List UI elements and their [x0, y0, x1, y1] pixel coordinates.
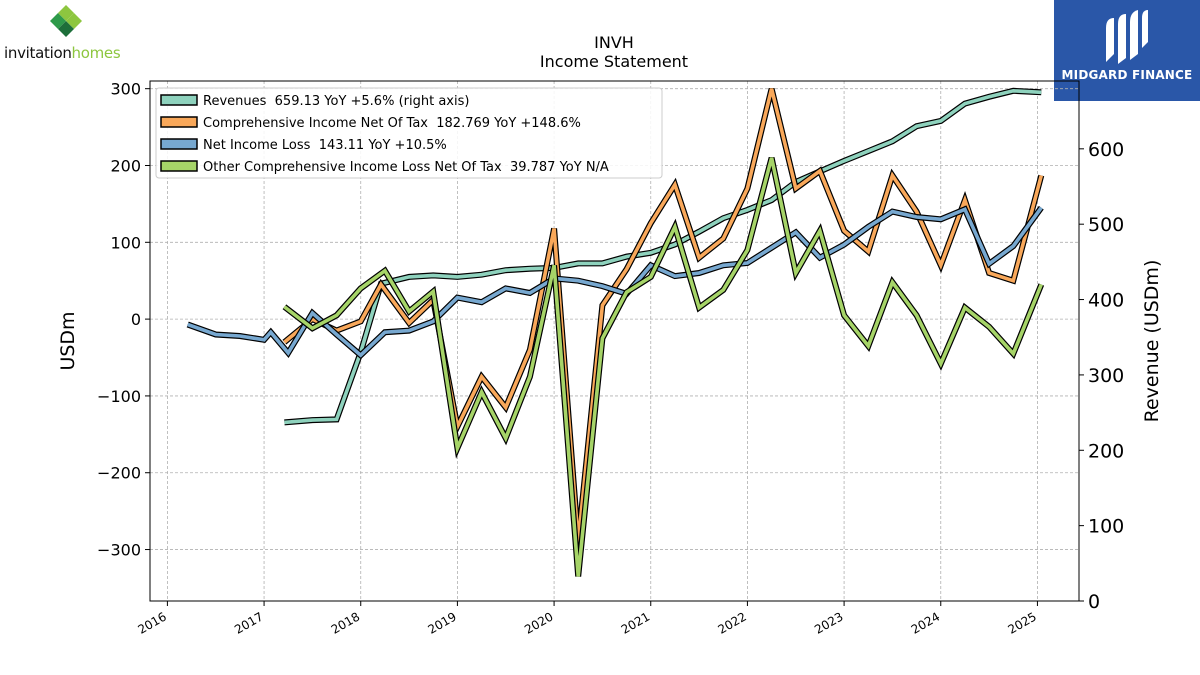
y2-tick-label: 600	[1088, 139, 1124, 161]
series-line	[187, 206, 1043, 358]
x-tick-label-2021: 2021	[619, 609, 652, 636]
midgard-mark-icon	[1106, 10, 1148, 64]
brand-name: invitationhomes	[4, 44, 121, 62]
legend-box	[155, 87, 663, 179]
y-axis-label: USDm	[57, 311, 79, 370]
chart-subtitle: Income Statement	[540, 52, 688, 71]
legend-swatch	[160, 94, 198, 106]
legend-label: Comprehensive Income Net Of Tax 182.769 …	[203, 116, 581, 131]
x-tick-label-2023: 2023	[812, 609, 845, 636]
y2-tick-label: 300	[1088, 365, 1124, 387]
y-tick-label: 300	[110, 80, 141, 99]
y2-axis-label: Revenue (USDm)	[1141, 260, 1163, 423]
x-tick-label-2017: 2017	[232, 609, 265, 636]
legend-label: Revenues 659.13 YoY +5.6% (right axis)	[203, 94, 469, 109]
diamond-logo-icon	[50, 5, 82, 37]
legend: Revenues 659.13 YoY +5.6% (right axis) Co…	[155, 87, 663, 179]
midgard-finance-logo: MIDGARD FINANCE	[1054, 0, 1200, 101]
x-tick-label-2024: 2024	[909, 609, 942, 636]
legend-label: Other Comprehensive Income Loss Net Of T…	[203, 160, 609, 175]
y-tick-label: −300	[97, 541, 141, 560]
invitation-homes-logo: invitationhomes	[4, 4, 134, 64]
series-3	[282, 157, 1045, 577]
y2-tick-label: 0	[1088, 591, 1100, 613]
y-tick-label: −200	[97, 464, 141, 483]
x-tick-label-2022: 2022	[715, 609, 748, 636]
series-1	[282, 87, 1045, 543]
y-tick-label: −100	[97, 387, 141, 406]
y2-tick-label: 100	[1088, 516, 1124, 538]
legend-swatch	[160, 138, 198, 150]
plot-frame	[149, 80, 1080, 602]
midgard-finance-label: MIDGARD FINANCE	[1061, 68, 1193, 82]
y2-tick-label: 400	[1088, 290, 1124, 312]
legend-swatch	[160, 116, 198, 128]
y-tick-label: 0	[131, 310, 141, 329]
y2-tick-label: 500	[1088, 214, 1124, 236]
legend-label: Net Income Loss 143.11 YoY +10.5%	[203, 138, 447, 153]
series-2	[186, 205, 1044, 360]
x-tick-label-2018: 2018	[329, 609, 362, 636]
series-lines	[186, 87, 1045, 577]
series-line-outline	[186, 205, 1044, 360]
x-tick-label-2016: 2016	[135, 609, 168, 636]
y-tick-label: 100	[110, 233, 141, 252]
x-tick-label-2020: 2020	[522, 609, 555, 636]
legend-swatch	[160, 160, 198, 172]
y2-tick-label: 200	[1088, 440, 1124, 462]
series-line	[283, 88, 1044, 543]
y-tick-label: 200	[110, 156, 141, 175]
x-tick-label-2025: 2025	[1005, 609, 1038, 636]
chart-title: INVH	[594, 33, 634, 52]
x-tick-label-2019: 2019	[425, 609, 458, 636]
series-line	[283, 157, 1043, 577]
